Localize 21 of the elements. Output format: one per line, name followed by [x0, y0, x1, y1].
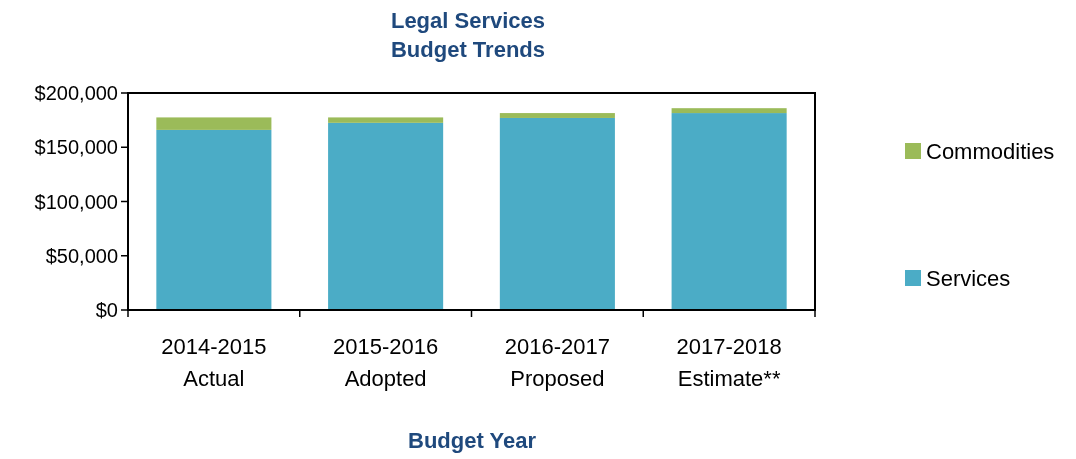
x-tick-label: 2014-2015 Actual — [161, 334, 267, 391]
y-tick-label: $0 — [95, 299, 118, 321]
y-tick-label: $200,000 — [34, 82, 118, 104]
y-tick-label: $50,000 — [45, 244, 118, 267]
legend-label: Commodities — [926, 138, 1055, 164]
bar — [671, 108, 787, 114]
y-tick-label: $100,000 — [34, 190, 118, 213]
bar — [328, 122, 444, 310]
bar — [499, 117, 615, 310]
x-tick-label: 2017-2018 Estimate** — [676, 334, 782, 391]
bar — [156, 117, 272, 130]
x-axis-title: Budget Year — [408, 428, 537, 453]
legend-label: Services — [926, 265, 1011, 291]
y-tick-label: $150,000 — [34, 136, 118, 159]
x-tick-label: 2015-2016 Adopted — [333, 334, 439, 391]
bar — [328, 117, 444, 123]
bar — [499, 113, 615, 118]
x-tick-label: 2016-2017 Proposed — [504, 334, 610, 391]
bar — [671, 113, 787, 310]
chart-title: Legal Services Budget Trends — [390, 8, 546, 62]
bar — [156, 129, 272, 310]
